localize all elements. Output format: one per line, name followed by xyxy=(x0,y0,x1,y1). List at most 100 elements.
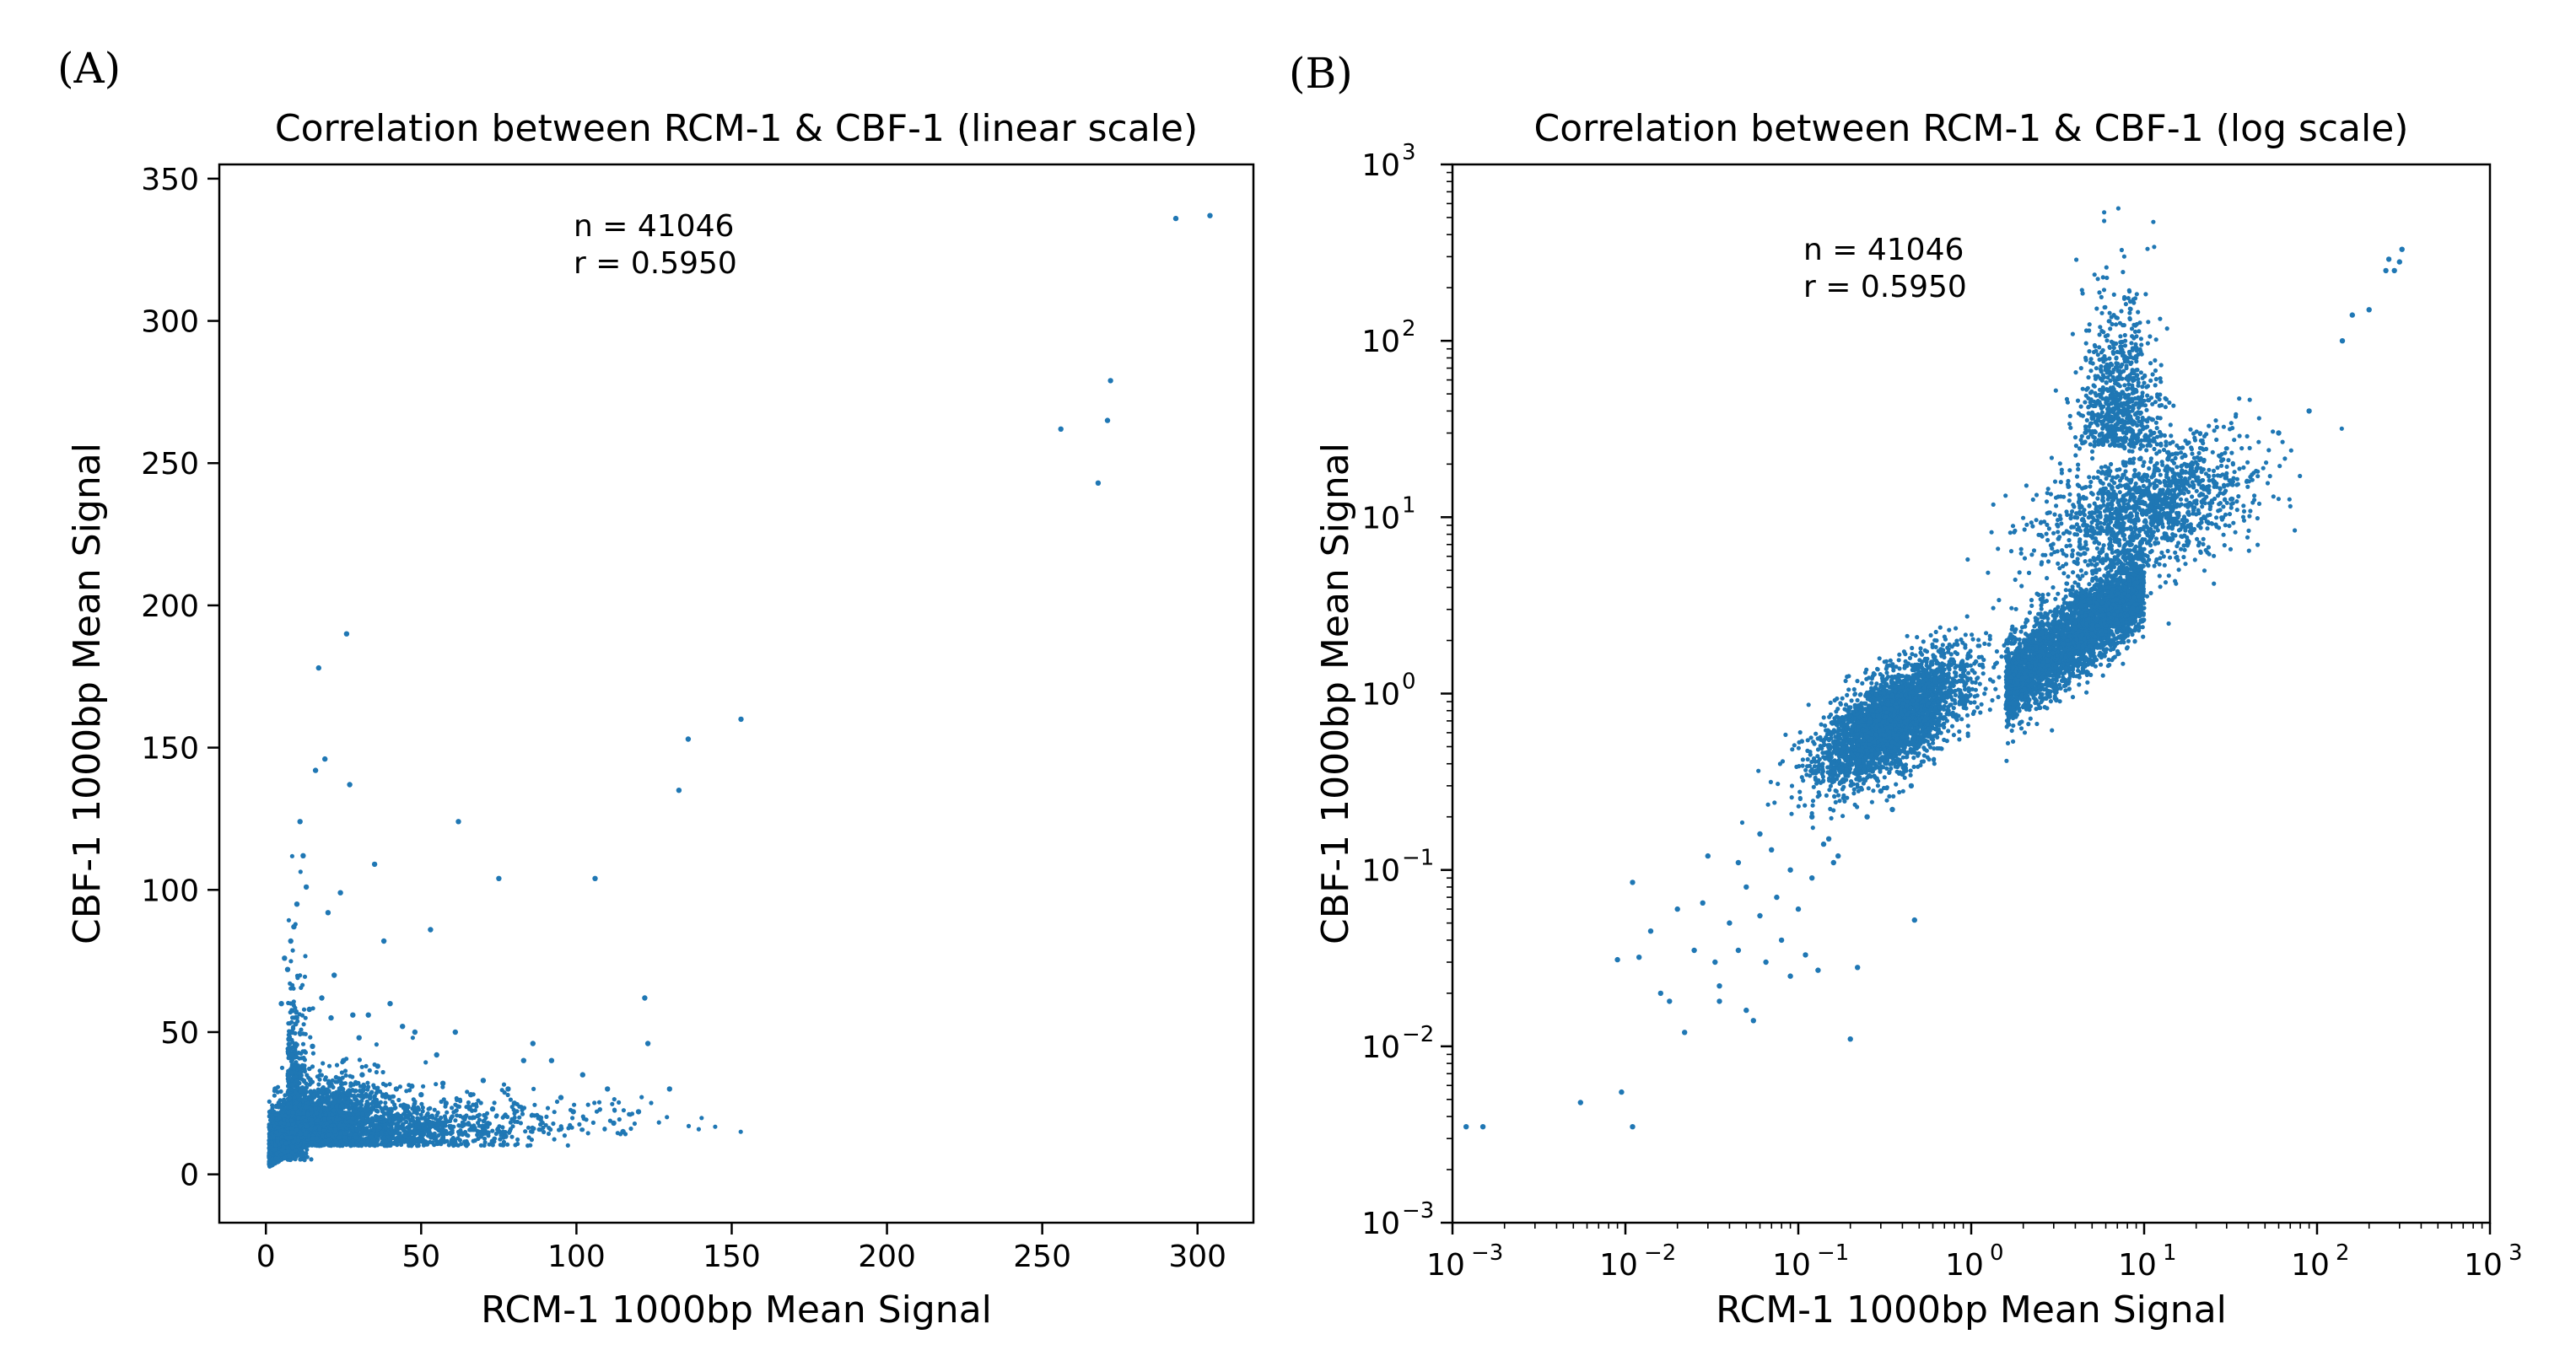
chart-a-xtick-label: 100 xyxy=(547,1240,606,1274)
chart-b-point xyxy=(1889,806,1895,813)
chart-b-point xyxy=(1900,771,1905,777)
chart-a-point xyxy=(685,736,692,742)
chart-b-point xyxy=(1835,853,1841,859)
chart-a-xtick-label: 250 xyxy=(1013,1240,1071,1274)
chart-b-point xyxy=(2349,312,2355,318)
chart-a-ytick-label: 0 xyxy=(180,1159,199,1193)
chart-b-xtick-exp: 0 xyxy=(1990,1240,2004,1266)
chart-b-point xyxy=(2306,408,2312,414)
chart-b-point xyxy=(1820,841,1827,847)
chart-a-point xyxy=(337,890,343,896)
chart-b-xtick-label: 10 xyxy=(1599,1248,1638,1283)
chart-b-xtick-exp: −1 xyxy=(1817,1240,1849,1266)
chart-a-point xyxy=(489,1105,496,1112)
chart-b-point xyxy=(1757,831,1763,837)
chart-b-xtick-label: 10 xyxy=(1945,1248,1984,1283)
chart-a-point xyxy=(611,1120,617,1127)
chart-b-point xyxy=(1911,917,1917,923)
chart-a-point xyxy=(592,875,598,882)
chart-b-point xyxy=(1463,1124,1469,1130)
chart-a-point xyxy=(312,767,319,773)
chart-b-point xyxy=(1735,859,1742,866)
chart-a-point xyxy=(480,1078,487,1084)
chart-b-ytick-label: 10 xyxy=(1361,1207,1400,1241)
chart-a-point xyxy=(1107,378,1113,384)
chart-a-point xyxy=(455,819,461,825)
chart-b-point xyxy=(1809,814,1815,820)
chart-a-ytick-label: 300 xyxy=(141,305,199,340)
chart-b-point xyxy=(2383,267,2389,274)
chart-b-point xyxy=(1855,965,1861,971)
chart-a-axes-frame xyxy=(218,163,1255,1224)
chart-a-point xyxy=(738,716,744,723)
chart-b-point xyxy=(1647,928,1654,934)
chart-a-point xyxy=(434,1052,439,1058)
chart-a-point xyxy=(452,1029,458,1036)
chart-a-point xyxy=(371,861,378,868)
chart-b-point xyxy=(1700,900,1706,906)
chart-b-point xyxy=(2339,338,2346,344)
chart-b-xlabel: RCM-1 1000bp Mean Signal xyxy=(1716,1288,2227,1331)
chart-b-xtick-label: 10 xyxy=(1426,1248,1465,1283)
chart-b-xtick-exp: −3 xyxy=(1471,1240,1503,1266)
chart-a-point xyxy=(387,1001,393,1007)
chart-b-ytick-label: 10 xyxy=(1361,854,1400,889)
chart-a-point xyxy=(1104,417,1111,423)
chart-b-point xyxy=(1716,998,1722,1004)
chart-a-point xyxy=(402,1103,409,1109)
chart-a-point xyxy=(605,1086,611,1092)
chart-b-point xyxy=(1674,906,1680,912)
chart-b-density-cloud xyxy=(1739,206,2344,831)
chart-a-point xyxy=(428,927,434,933)
chart-b-point xyxy=(1825,836,1832,842)
chart-a-point xyxy=(306,1006,312,1013)
chart-b-xtick-label: 10 xyxy=(2464,1248,2503,1283)
chart-b-ytick-label: 10 xyxy=(1361,501,1400,535)
chart-a-density-cloud xyxy=(267,853,743,1169)
chart-b-point xyxy=(1630,1124,1636,1130)
chart-a-xtick-label: 200 xyxy=(858,1240,916,1274)
chart-b-xtick-exp: 2 xyxy=(2336,1240,2350,1266)
chart-b-ytick-label: 10 xyxy=(1361,325,1400,359)
chart-b-point xyxy=(1878,788,1883,794)
chart-b-annotation-line: r = 0.5950 xyxy=(1803,270,1967,304)
chart-b-point xyxy=(1691,947,1697,954)
chart-b-point xyxy=(1743,1007,1749,1014)
chart-b-point xyxy=(1705,853,1711,859)
chart-b-point xyxy=(1619,1089,1625,1095)
chart-a-point xyxy=(676,788,682,793)
chart-b-point xyxy=(1787,973,1793,979)
chart-b-point xyxy=(1735,947,1742,954)
chart-a-point xyxy=(520,1057,526,1063)
chart-a-xtick-label: 150 xyxy=(703,1240,761,1274)
chart-a-point xyxy=(294,901,300,907)
chart-a-point xyxy=(1058,426,1064,432)
chart-b-ytick-label: 10 xyxy=(1361,1030,1400,1065)
chart-a-point xyxy=(511,1100,517,1106)
chart-b-ytick-exp: 2 xyxy=(1402,316,1416,342)
chart-b-ytick-exp: −2 xyxy=(1402,1022,1434,1047)
chart-b-ytick-label: 10 xyxy=(1361,678,1400,713)
chart-a-point xyxy=(341,1057,347,1063)
chart-b-ytick-exp: 1 xyxy=(1402,492,1416,518)
chart-a-point xyxy=(558,1095,564,1100)
chart-b-point xyxy=(1727,920,1733,926)
chart-b-point xyxy=(1830,859,1836,866)
chart-b-point xyxy=(2385,256,2392,262)
chart-a-point xyxy=(322,756,328,762)
chart-b-ytick-exp: −3 xyxy=(1402,1198,1434,1224)
chart-a-ytick-label: 100 xyxy=(141,874,199,908)
chart-a-point xyxy=(331,972,337,978)
chart-a-point xyxy=(418,1092,424,1098)
chart-b-point xyxy=(1630,880,1636,885)
chart-a-point xyxy=(620,1128,626,1135)
chart-b-point xyxy=(1614,956,1620,963)
chart-b-point xyxy=(1712,959,1718,966)
chart-b-point xyxy=(1803,952,1808,958)
chart-a-point xyxy=(1207,212,1213,218)
chart-a-point xyxy=(319,995,325,1001)
chart-b-point xyxy=(1750,1018,1756,1024)
chart-a-point xyxy=(284,966,291,972)
chart-a-point xyxy=(380,938,387,944)
chart-b-ytick-exp: 0 xyxy=(1402,670,1416,695)
